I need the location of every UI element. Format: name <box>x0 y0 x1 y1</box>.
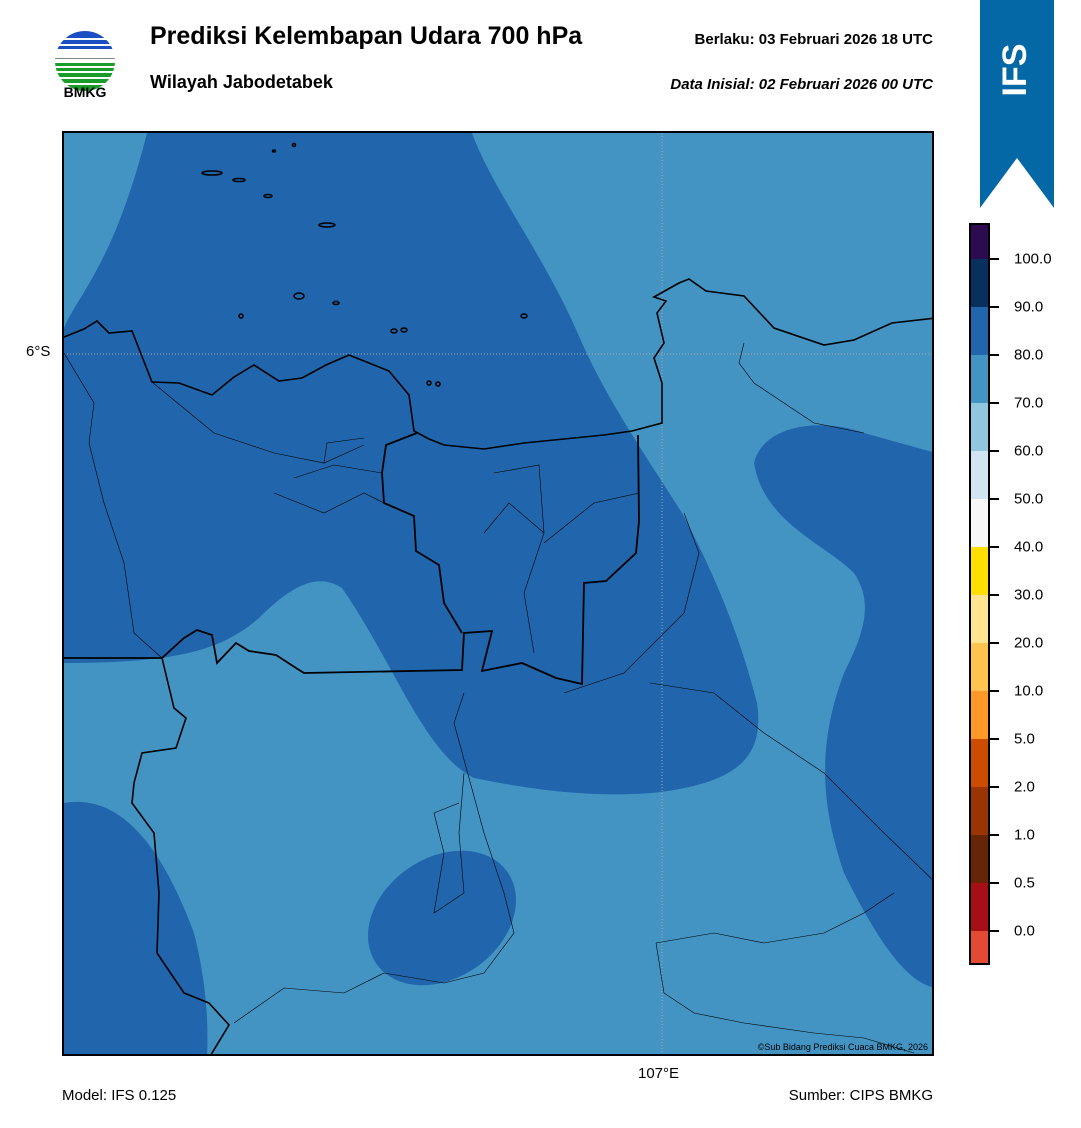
region-subtitle: Wilayah Jabodetabek <box>150 72 333 92</box>
colorbar-tick <box>990 690 999 692</box>
colorbar-tick-label: 40.0 <box>1014 538 1044 556</box>
colorbar-tick <box>990 834 999 836</box>
colorbar-tick-label: 0.0 <box>1014 922 1035 940</box>
bmkg-logo <box>55 31 115 91</box>
source-label: Sumber: CIPS BMKG <box>788 1087 933 1104</box>
colorbar-tick-label: 60.0 <box>1014 442 1044 460</box>
colorbar-tick-label: 70.0 <box>1014 394 1044 412</box>
map-canvas <box>64 133 932 1054</box>
colorbar-tick <box>990 354 999 356</box>
colorbar-segment <box>971 403 988 451</box>
colorbar-tick-label: 2.0 <box>1014 778 1035 796</box>
colorbar-tick-label: 20.0 <box>1014 634 1044 652</box>
colorbar-segment <box>971 595 988 643</box>
colorbar-tick <box>990 930 999 932</box>
banten-border <box>131 657 230 1054</box>
field-80-90-east <box>754 425 932 987</box>
colorbar-tick <box>990 594 999 596</box>
colorbar-tick <box>990 498 999 500</box>
colorbar-segment <box>971 355 988 403</box>
colorbar-segment <box>971 739 988 787</box>
lon-tick-label: 107°E <box>638 1065 680 1082</box>
colorbar-tick-label: 80.0 <box>1014 346 1044 364</box>
colorbar-tick <box>990 306 999 308</box>
colorbar-tick-label: 30.0 <box>1014 586 1044 604</box>
ifs-badge: IFS <box>980 0 1054 208</box>
colorbar-segment <box>971 835 988 883</box>
regency-borders <box>64 342 932 1054</box>
colorbar-segment <box>971 691 988 739</box>
field-80-90-oval <box>367 850 517 986</box>
colorbar-segment <box>971 451 988 499</box>
init-time: Data Inisial: 02 Februari 2026 00 UTC <box>670 76 933 93</box>
colorbar-tick-label: 50.0 <box>1014 490 1044 508</box>
colorbar-tick <box>990 450 999 452</box>
field-80-90-southwest <box>64 801 208 1054</box>
colorbar <box>969 223 990 965</box>
colorbar-tick <box>990 402 999 404</box>
colorbar-segment <box>971 883 988 931</box>
field-80-90-north <box>64 133 759 795</box>
colorbar-segment <box>971 931 988 963</box>
colorbar-tick <box>990 546 999 548</box>
colorbar-tick <box>990 786 999 788</box>
colorbar-tick <box>990 882 999 884</box>
colorbar-tick <box>990 258 999 260</box>
province-border <box>64 434 640 686</box>
colorbar-segment <box>971 259 988 307</box>
colorbar-tick <box>990 738 999 740</box>
colorbar-tick-label: 5.0 <box>1014 730 1035 748</box>
colorbar-tick-label: 90.0 <box>1014 298 1044 316</box>
colorbar-segment <box>971 643 988 691</box>
colorbar-tick-label: 1.0 <box>1014 826 1035 844</box>
lat-tick-label: 6°S <box>26 343 51 360</box>
copyright-notice: ©Sub Bidang Prediksi Cuaca BMKG, 2026 <box>757 1042 928 1052</box>
model-label: Model: IFS 0.125 <box>62 1087 177 1104</box>
jakarta-border <box>381 432 463 634</box>
ifs-badge-label: IFS <box>996 44 1034 97</box>
colorbar-tick <box>990 642 999 644</box>
colorbar-tick-label: 0.5 <box>1014 874 1035 892</box>
valid-time: Berlaku: 03 Februari 2026 18 UTC <box>694 31 933 48</box>
coastline-java <box>64 278 932 450</box>
colorbar-tick-label: 100.0 <box>1014 250 1052 268</box>
humidity-map[interactable]: ©Sub Bidang Prediksi Cuaca BMKG, 2026 <box>62 131 934 1056</box>
thousand-islands <box>201 142 528 387</box>
colorbar-segment <box>971 787 988 835</box>
colorbar-segment <box>971 547 988 595</box>
colorbar-segment <box>971 225 988 259</box>
colorbar-tick-label: 10.0 <box>1014 682 1044 700</box>
logo-text: BMKG <box>63 84 107 100</box>
colorbar-segment <box>971 499 988 547</box>
colorbar-segment <box>971 307 988 355</box>
page-title: Prediksi Kelembapan Udara 700 hPa <box>150 22 583 50</box>
